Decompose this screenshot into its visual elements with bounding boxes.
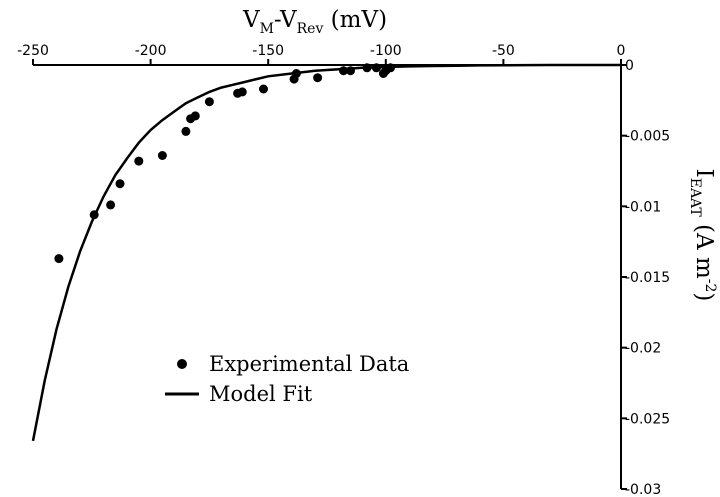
- y-tick-label: 0: [625, 58, 634, 74]
- data-point: [181, 126, 191, 136]
- data-point: [346, 66, 355, 76]
- x-axis-title-main1: V: [242, 7, 260, 33]
- data-point: [339, 66, 348, 76]
- x-axis-title: VM-VRev (mV): [242, 7, 387, 37]
- x-tick-label: -50: [492, 43, 515, 59]
- data-point: [89, 210, 99, 220]
- y-tick-label: -0.015: [625, 270, 670, 286]
- data-point: [291, 69, 301, 78]
- x-tick-label: 0: [617, 43, 626, 59]
- experimental-points: [54, 63, 395, 264]
- x-axis-title-sub2: Rev: [297, 21, 324, 37]
- data-point: [237, 87, 247, 97]
- x-axis-title-mid: -V: [274, 7, 297, 33]
- data-point: [106, 200, 116, 210]
- data-point: [115, 179, 125, 189]
- x-tick-label: -100: [370, 43, 402, 59]
- y-axis-title-main: I: [691, 169, 717, 178]
- y-tick-label: -0.03: [625, 482, 661, 497]
- y-tick-label: -0.025: [625, 411, 670, 427]
- legend: Experimental Data Model Fit: [165, 352, 409, 406]
- y-axis-title-sub: EAAT: [687, 178, 703, 218]
- data-point: [204, 97, 214, 107]
- data-point: [54, 254, 64, 264]
- y-axis-title-mid: (A m: [691, 217, 717, 279]
- x-axis-title-tail: (mV): [323, 7, 387, 33]
- data-point: [190, 111, 200, 121]
- data-point: [313, 73, 323, 83]
- x-tick-label: -200: [135, 43, 167, 59]
- data-point: [134, 156, 144, 166]
- x-tick-label: -250: [17, 43, 49, 59]
- legend-label-model: Model Fit: [209, 382, 313, 406]
- data-point: [259, 84, 268, 94]
- y-ticks: 0 -0.005 -0.01 -0.015 -0.02 -0.025 -0.03: [621, 58, 670, 497]
- data-point: [386, 63, 395, 73]
- y-axis-title-sup: -2: [702, 279, 718, 293]
- data-point: [362, 63, 372, 73]
- y-tick-label: -0.005: [625, 129, 670, 145]
- legend-marker-experimental: [177, 359, 187, 369]
- y-axis-title: IEAAT (A m-2): [687, 169, 718, 302]
- y-tick-label: -0.01: [625, 199, 661, 215]
- x-axis-title-sub1: M: [260, 21, 274, 37]
- model-fit-line: [31, 63, 621, 442]
- x-tick-label: -150: [252, 43, 284, 59]
- data-point: [157, 151, 167, 160]
- data-point: [371, 63, 381, 73]
- y-tick-label: -0.02: [625, 341, 661, 357]
- legend-label-experimental: Experimental Data: [209, 352, 409, 376]
- y-axis-title-tail: ): [691, 292, 717, 301]
- x-ticks: -250 -200 -150 -100 -50 0: [17, 43, 625, 65]
